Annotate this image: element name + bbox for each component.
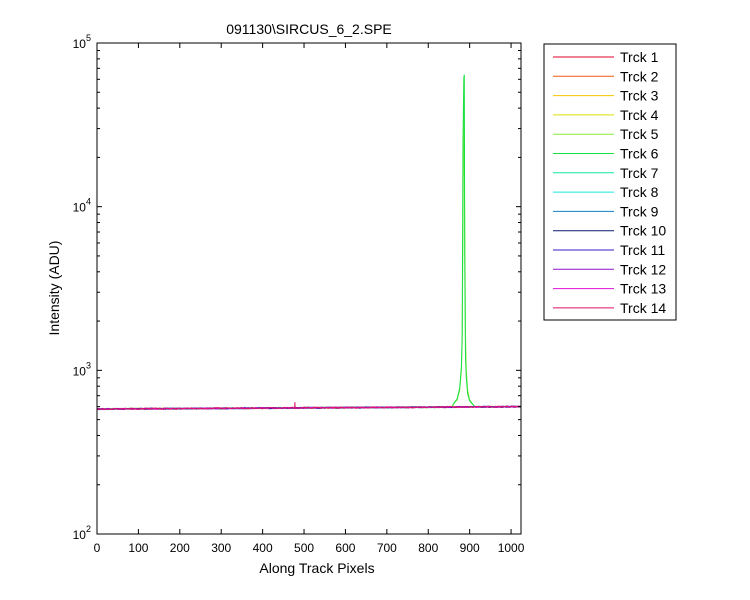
legend-entry: Trck 12	[620, 261, 666, 277]
y-tick-label: 103	[73, 360, 91, 378]
series-line-6	[97, 74, 521, 411]
legend-entry: Trck 5	[620, 126, 659, 142]
legend-entry: Trck 7	[620, 165, 659, 181]
legend-entry: Trck 11	[620, 242, 665, 258]
x-axis: 0 100 200 300 400 500 600 700 800 900 1000	[94, 43, 525, 555]
x-tick-label: 300	[211, 541, 231, 555]
legend-entry: Trck 8	[620, 184, 659, 200]
y-tick-label: 105	[73, 33, 91, 51]
x-tick-label: 700	[377, 541, 397, 555]
x-tick-label: 900	[460, 541, 480, 555]
y-axis-label: Intensity (ADU)	[46, 241, 62, 336]
x-axis-label: Along Track Pixels	[259, 560, 374, 576]
series-line-5	[96, 79, 521, 410]
x-tick-label: 200	[170, 541, 190, 555]
x-tick-label: 600	[335, 541, 355, 555]
legend-entry: Trck 1	[620, 49, 659, 65]
legend-entry: Trck 2	[620, 68, 659, 84]
legend-entry: Trck 6	[620, 146, 659, 162]
y-tick-label: 104	[73, 197, 91, 215]
y-tick-label: 102	[73, 524, 91, 542]
plot-area-frame	[96, 42, 522, 535]
series-line-14	[96, 402, 521, 411]
x-tick-label: 1000	[498, 541, 525, 555]
x-tick-label: 500	[294, 541, 314, 555]
y-axis: 102 103 104 105	[73, 33, 521, 542]
legend-entry: Trck 9	[620, 203, 659, 219]
x-tick-label: 100	[128, 541, 148, 555]
chart-title: 091130\SIRCUS_6_2.SPE	[226, 21, 392, 37]
x-tick-label: 400	[253, 541, 273, 555]
plot-series	[96, 74, 521, 411]
legend-entry: Trck 4	[620, 107, 659, 123]
legend-entry: Trck 10	[620, 223, 666, 239]
legend-box	[543, 43, 677, 321]
legend: Trck 1 Trck 2 Trck 3 Trck 4 Trck 5 Trck 6 Trck…	[543, 43, 677, 321]
legend-entry: Trck 3	[620, 88, 659, 104]
x-tick-label: 800	[418, 541, 438, 555]
legend-entry: Trck 13	[620, 281, 666, 297]
x-tick-label: 0	[94, 541, 101, 555]
legend-entry: Trck 14	[620, 300, 666, 316]
